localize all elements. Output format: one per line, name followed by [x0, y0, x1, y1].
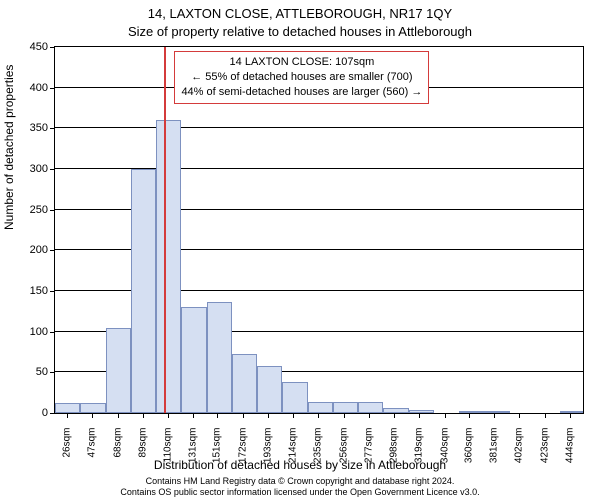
- x-tick-mark: [67, 414, 68, 418]
- title-line-1: 14, LAXTON CLOSE, ATTLEBOROUGH, NR17 1QY: [0, 6, 600, 21]
- histogram-bar: [257, 366, 282, 413]
- y-tick-label: 250: [8, 204, 48, 216]
- y-tick-mark: [50, 88, 54, 89]
- x-tick-mark: [494, 414, 495, 418]
- x-tick-mark: [92, 414, 93, 418]
- y-tick-label: 200: [8, 244, 48, 256]
- histogram-bar: [55, 403, 80, 413]
- annotation-box: 14 LAXTON CLOSE: 107sqm ← 55% of detached…: [174, 51, 429, 104]
- x-tick-mark: [293, 414, 294, 418]
- chart-container: 14, LAXTON CLOSE, ATTLEBOROUGH, NR17 1QY…: [0, 0, 600, 500]
- x-tick-mark: [217, 414, 218, 418]
- y-tick-label: 0: [8, 407, 48, 419]
- x-tick-mark: [369, 414, 370, 418]
- x-tick-mark: [143, 414, 144, 418]
- x-tick-mark: [268, 414, 269, 418]
- x-tick-mark: [118, 414, 119, 418]
- y-tick-mark: [50, 413, 54, 414]
- y-tick-mark: [50, 250, 54, 251]
- y-tick-mark: [50, 291, 54, 292]
- footnote: Contains HM Land Registry data © Crown c…: [0, 476, 600, 499]
- y-tick-label: 300: [8, 163, 48, 175]
- x-tick-mark: [243, 414, 244, 418]
- histogram-bar: [409, 410, 434, 413]
- footnote-line-1: Contains HM Land Registry data © Crown c…: [146, 476, 455, 486]
- x-tick-mark: [519, 414, 520, 418]
- x-axis-label: Distribution of detached houses by size …: [0, 458, 600, 472]
- y-tick-mark: [50, 169, 54, 170]
- annotation-line-2: ← 55% of detached houses are smaller (70…: [191, 71, 412, 83]
- histogram-bar: [207, 302, 232, 413]
- y-tick-label: 400: [8, 82, 48, 94]
- x-tick-mark: [344, 414, 345, 418]
- histogram-bar: [358, 402, 383, 413]
- y-tick-mark: [50, 332, 54, 333]
- footnote-line-2: Contains OS public sector information li…: [120, 487, 479, 497]
- x-tick-mark: [419, 414, 420, 418]
- y-tick-label: 100: [8, 326, 48, 338]
- x-tick-mark: [469, 414, 470, 418]
- histogram-bar: [282, 382, 307, 413]
- x-tick-mark: [545, 414, 546, 418]
- x-tick-mark: [394, 414, 395, 418]
- histogram-bar: [308, 402, 333, 413]
- x-tick-mark: [318, 414, 319, 418]
- y-tick-mark: [50, 47, 54, 48]
- histogram-bar: [459, 411, 484, 413]
- histogram-bar: [80, 403, 105, 413]
- histogram-bar: [484, 411, 509, 413]
- title-line-2: Size of property relative to detached ho…: [0, 24, 600, 39]
- histogram-bar: [106, 328, 131, 413]
- annotation-line-3: 44% of semi-detached houses are larger (…: [181, 86, 422, 98]
- y-tick-label: 450: [8, 41, 48, 53]
- x-tick-mark: [168, 414, 169, 418]
- annotation-line-1: 14 LAXTON CLOSE: 107sqm: [230, 56, 375, 68]
- y-tick-label: 350: [8, 122, 48, 134]
- histogram-bar: [181, 307, 206, 413]
- y-tick-label: 50: [8, 366, 48, 378]
- y-tick-mark: [50, 372, 54, 373]
- histogram-bar: [131, 169, 156, 413]
- histogram-bar: [232, 354, 257, 413]
- gridline: [55, 127, 583, 128]
- plot-area: 14 LAXTON CLOSE: 107sqm ← 55% of detached…: [54, 46, 584, 414]
- reference-line: [164, 47, 166, 413]
- y-tick-label: 150: [8, 285, 48, 297]
- x-tick-mark: [570, 414, 571, 418]
- histogram-bar: [333, 402, 358, 413]
- x-tick-mark: [445, 414, 446, 418]
- histogram-bar: [383, 408, 408, 413]
- histogram-bar: [156, 120, 181, 413]
- histogram-bar: [560, 411, 583, 413]
- y-tick-mark: [50, 128, 54, 129]
- y-tick-mark: [50, 210, 54, 211]
- x-tick-mark: [193, 414, 194, 418]
